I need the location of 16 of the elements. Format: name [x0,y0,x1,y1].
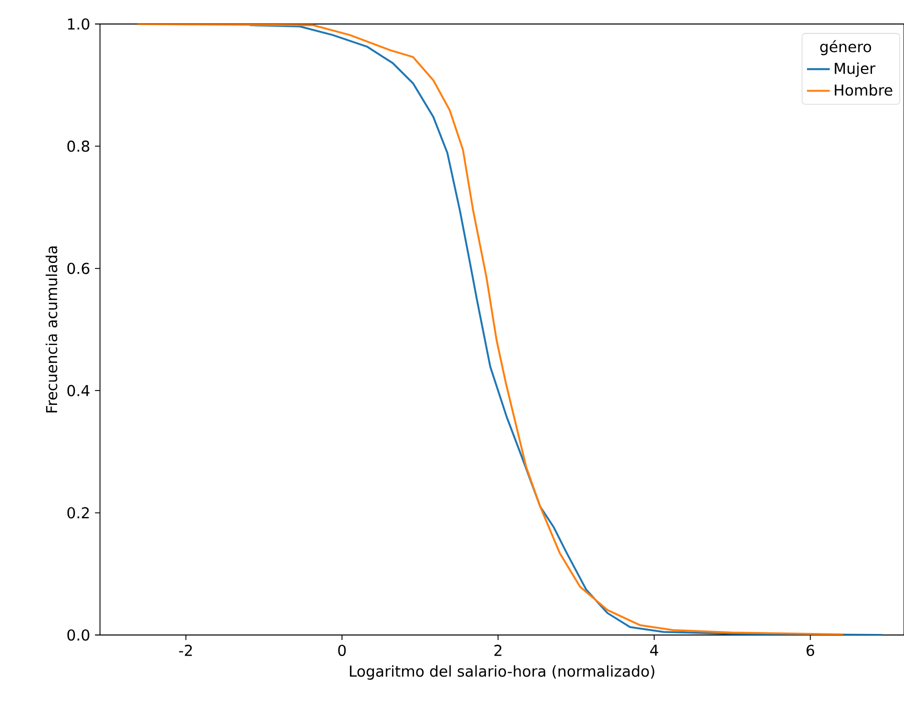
y-tick-label: 0.0 [67,629,90,641]
legend-label: Mujer [834,62,876,77]
y-tick-label: 0.2 [67,507,89,518]
y-axis-title: Frecuencia acumulada [46,246,58,412]
y-tick-label: 0.4 [67,384,90,396]
x-tick-label: 0 [338,644,346,656]
x-tick-label: -2 [179,644,192,656]
y-tick-label: 0.8 [67,140,90,152]
x-tick-label: 6 [806,644,814,656]
x-tick-label: 4 [650,644,658,656]
y-tick-label: 1.0 [68,18,90,30]
x-tick-label: 2 [494,644,502,656]
legend-title: género [820,40,872,56]
y-tick-label: 0.6 [67,262,90,274]
legend-label: Hombre [834,84,892,96]
x-axis-title: Logaritmo del salario-hora (normalizado) [350,665,654,680]
